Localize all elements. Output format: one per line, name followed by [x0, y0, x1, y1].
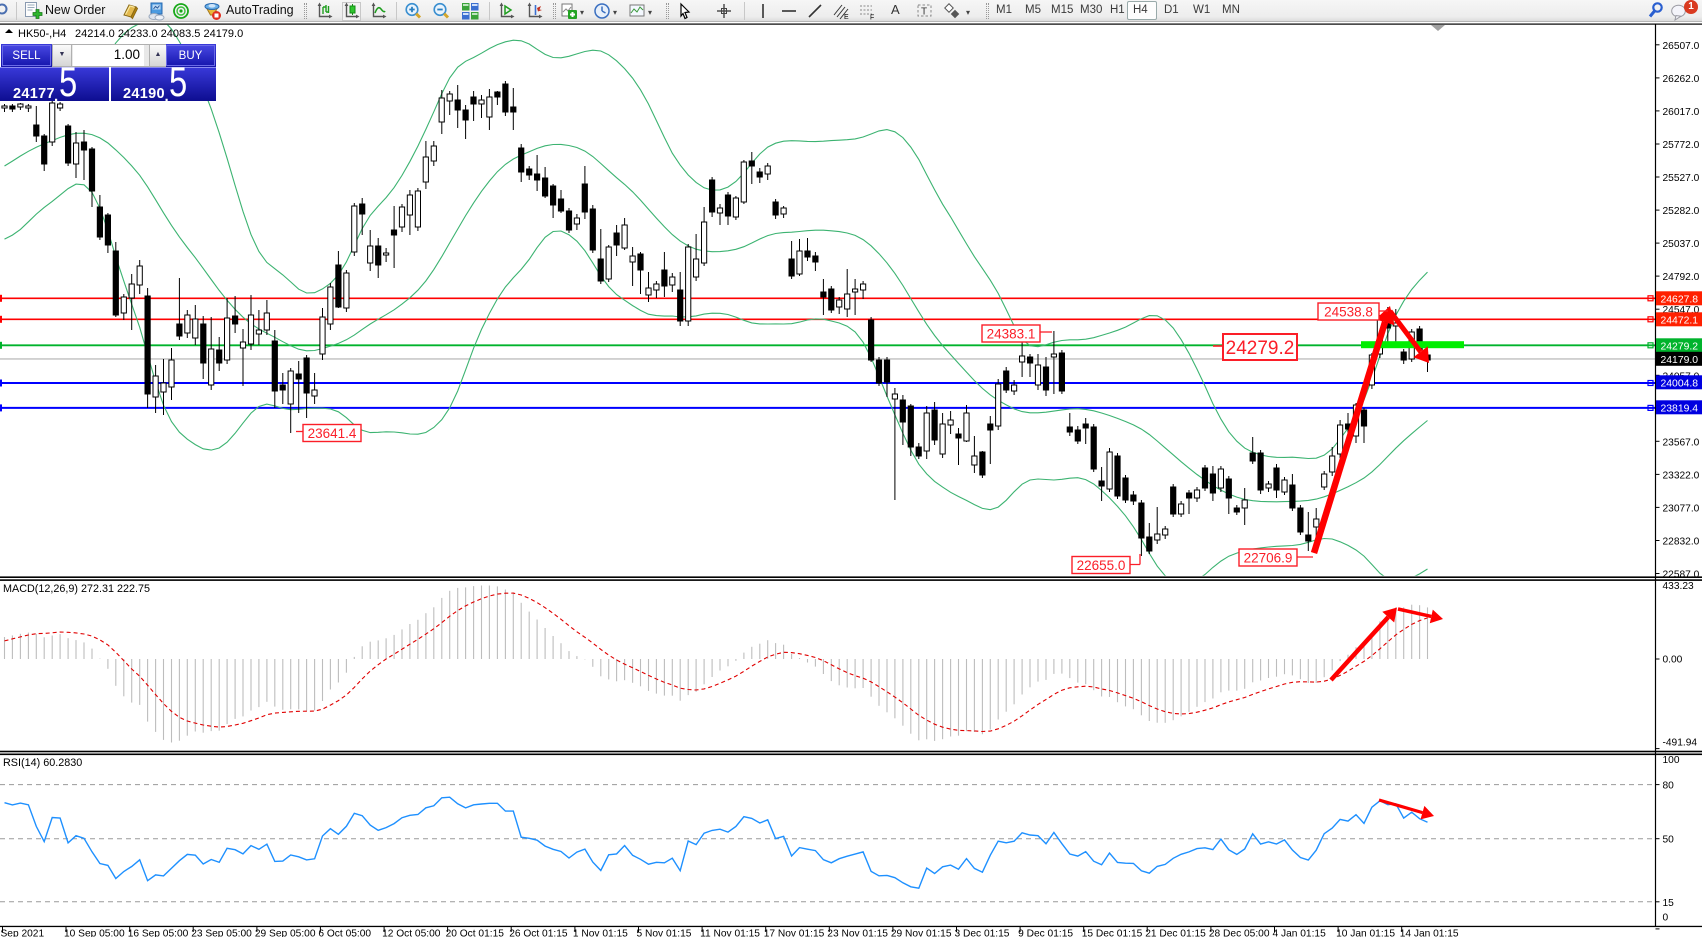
svg-text:0: 0 [1663, 912, 1669, 923]
svg-text:10 Sep 05:00: 10 Sep 05:00 [64, 929, 125, 937]
svg-text:80: 80 [1663, 781, 1675, 792]
svg-text:24214.0 24233.0 24083.5 24179.: 24214.0 24233.0 24083.5 24179.0 [75, 28, 243, 40]
svg-text:24627.8: 24627.8 [1661, 294, 1699, 305]
svg-text:26017.0: 26017.0 [1663, 107, 1700, 118]
svg-text:23 Nov 01:15: 23 Nov 01:15 [827, 929, 888, 937]
svg-text:24279.2: 24279.2 [1226, 338, 1295, 359]
svg-text:9 Dec 01:15: 9 Dec 01:15 [1018, 929, 1073, 937]
svg-text:26262.0: 26262.0 [1663, 74, 1700, 85]
svg-text:MACD(12,26,9) 272.31 222.75: MACD(12,26,9) 272.31 222.75 [3, 583, 150, 595]
svg-text:10 Jan 01:15: 10 Jan 01:15 [1336, 929, 1395, 937]
svg-text:22587.0: 22587.0 [1663, 570, 1700, 581]
svg-text:5 Nov 01:15: 5 Nov 01:15 [637, 929, 692, 937]
svg-text:50: 50 [1663, 835, 1675, 846]
svg-text:25037.0: 25037.0 [1663, 239, 1700, 250]
svg-text:29 Nov 01:15: 29 Nov 01:15 [891, 929, 952, 937]
svg-text:26507.0: 26507.0 [1663, 41, 1700, 52]
svg-text:28 Dec 05:00: 28 Dec 05:00 [1209, 929, 1270, 937]
svg-text:3 Dec 01:15: 3 Dec 01:15 [955, 929, 1010, 937]
svg-text:24472.1: 24472.1 [1661, 315, 1699, 326]
svg-text:RSI(14) 60.2830: RSI(14) 60.2830 [3, 757, 82, 769]
svg-text:F: F [870, 15, 874, 22]
svg-text:24004.8: 24004.8 [1661, 378, 1699, 389]
svg-text:23641.4: 23641.4 [308, 426, 357, 441]
svg-text:23819.4: 23819.4 [1661, 403, 1699, 414]
svg-text:21 Dec 01:15: 21 Dec 01:15 [1145, 929, 1206, 937]
svg-text:4 Jan 01:15: 4 Jan 01:15 [1273, 929, 1327, 937]
svg-text:HK50-,H4: HK50-,H4 [18, 28, 66, 40]
svg-text:20 Oct 01:15: 20 Oct 01:15 [446, 929, 505, 937]
svg-text:29 Sep 05:00: 29 Sep 05:00 [255, 929, 316, 937]
svg-text:23 Sep 05:00: 23 Sep 05:00 [191, 929, 252, 937]
svg-text:16 Sep 05:00: 16 Sep 05:00 [128, 929, 189, 937]
svg-text:1 Nov 01:15: 1 Nov 01:15 [573, 929, 628, 937]
svg-text:6 Oct 05:00: 6 Oct 05:00 [318, 929, 371, 937]
svg-text:24179.0: 24179.0 [1661, 355, 1699, 366]
svg-text:17 Nov 01:15: 17 Nov 01:15 [764, 929, 825, 937]
svg-text:24538.8: 24538.8 [1324, 304, 1373, 319]
svg-text:25527.0: 25527.0 [1663, 173, 1700, 184]
svg-text:Sep 2021: Sep 2021 [1, 929, 45, 937]
svg-text:22655.0: 22655.0 [1077, 558, 1126, 573]
svg-text:24383.1: 24383.1 [987, 326, 1036, 341]
svg-text:23567.0: 23567.0 [1663, 437, 1700, 448]
svg-text:0.00: 0.00 [1663, 655, 1683, 666]
svg-text:12 Oct 05:00: 12 Oct 05:00 [382, 929, 441, 937]
svg-text:15: 15 [1663, 898, 1675, 909]
svg-text:E: E [844, 14, 849, 21]
svg-text:23077.0: 23077.0 [1663, 503, 1700, 514]
svg-text:22706.9: 22706.9 [1244, 550, 1293, 565]
svg-text:T: T [921, 7, 927, 18]
svg-text:24547.0: 24547.0 [1663, 305, 1700, 316]
svg-text:14 Jan 01:15: 14 Jan 01:15 [1400, 929, 1459, 937]
svg-text:433.23: 433.23 [1663, 581, 1694, 592]
svg-text:25282.0: 25282.0 [1663, 206, 1700, 217]
svg-text:22832.0: 22832.0 [1663, 537, 1700, 548]
svg-text:24792.0: 24792.0 [1663, 272, 1700, 283]
svg-text:25772.0: 25772.0 [1663, 140, 1700, 151]
svg-text:15 Dec 01:15: 15 Dec 01:15 [1082, 929, 1143, 937]
svg-text:26 Oct 01:15: 26 Oct 01:15 [509, 929, 568, 937]
svg-text:24279.2: 24279.2 [1661, 341, 1699, 352]
svg-text:100: 100 [1663, 755, 1680, 766]
svg-text:-491.94: -491.94 [1663, 738, 1698, 749]
svg-text:11 Nov 01:15: 11 Nov 01:15 [700, 929, 760, 937]
svg-text:23322.0: 23322.0 [1663, 470, 1700, 481]
